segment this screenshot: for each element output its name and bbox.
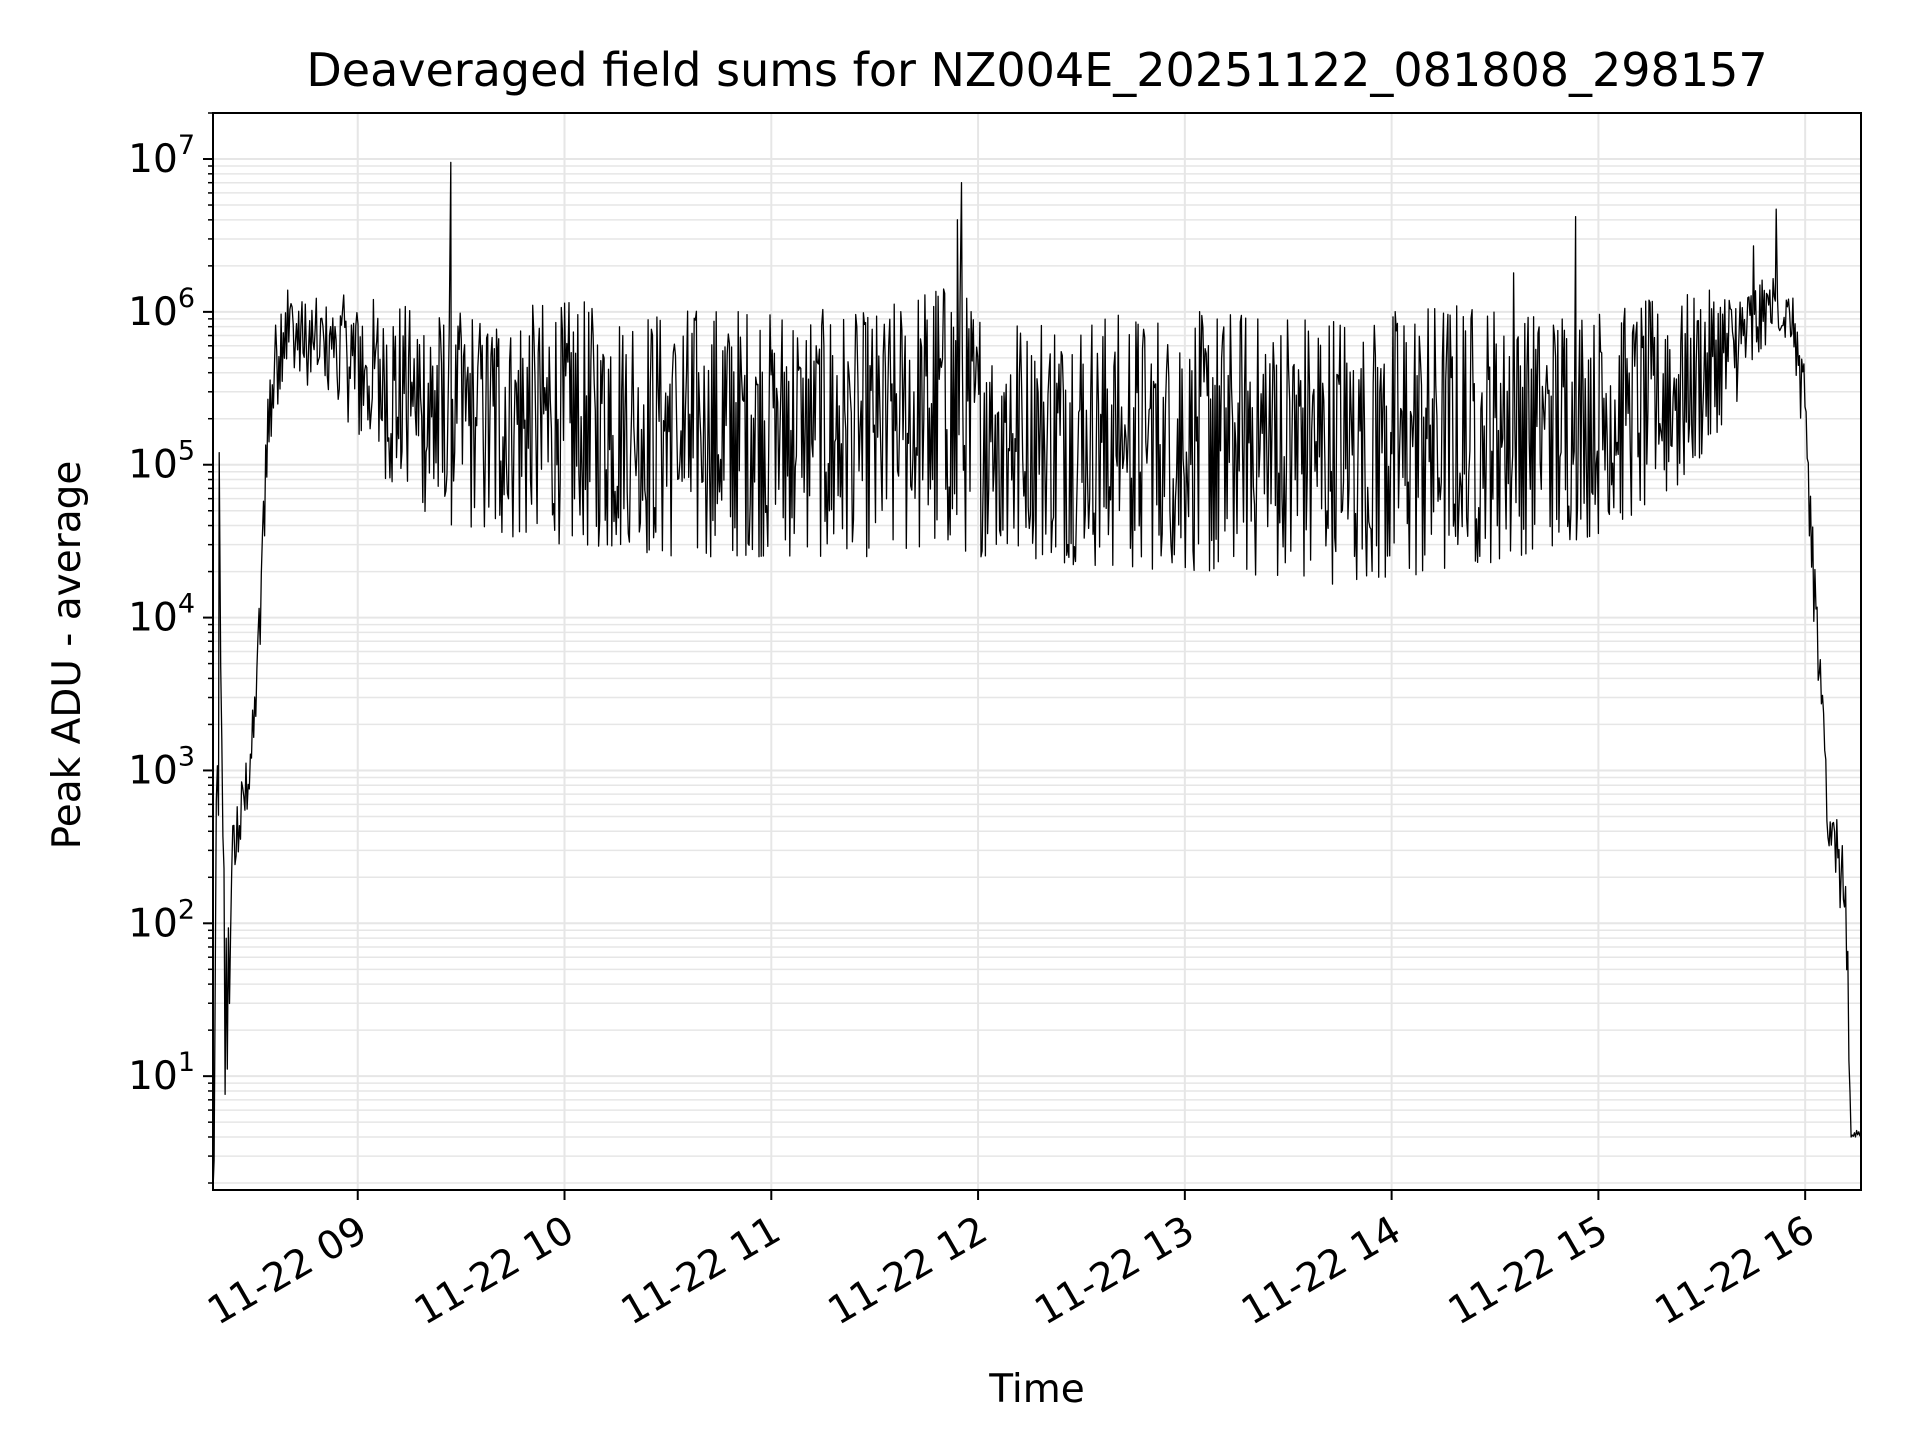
x-axis-label: Time [988,1367,1084,1412]
y-tick-label: 107 [128,130,195,182]
data-series [212,161,1862,1191]
y-tick-label: 105 [128,436,195,488]
y-tick-label: 106 [128,283,195,335]
y-tick-label: 102 [128,894,195,946]
y-axis-label: Peak ADU - average [45,461,90,850]
series-line [212,161,1862,1191]
chart-title: Deaveraged field sums for NZ004E_2025112… [306,43,1767,97]
y-tick-label: 104 [128,589,195,641]
y-tick-label: 103 [128,741,195,793]
y-tick-label: 101 [128,1047,195,1099]
